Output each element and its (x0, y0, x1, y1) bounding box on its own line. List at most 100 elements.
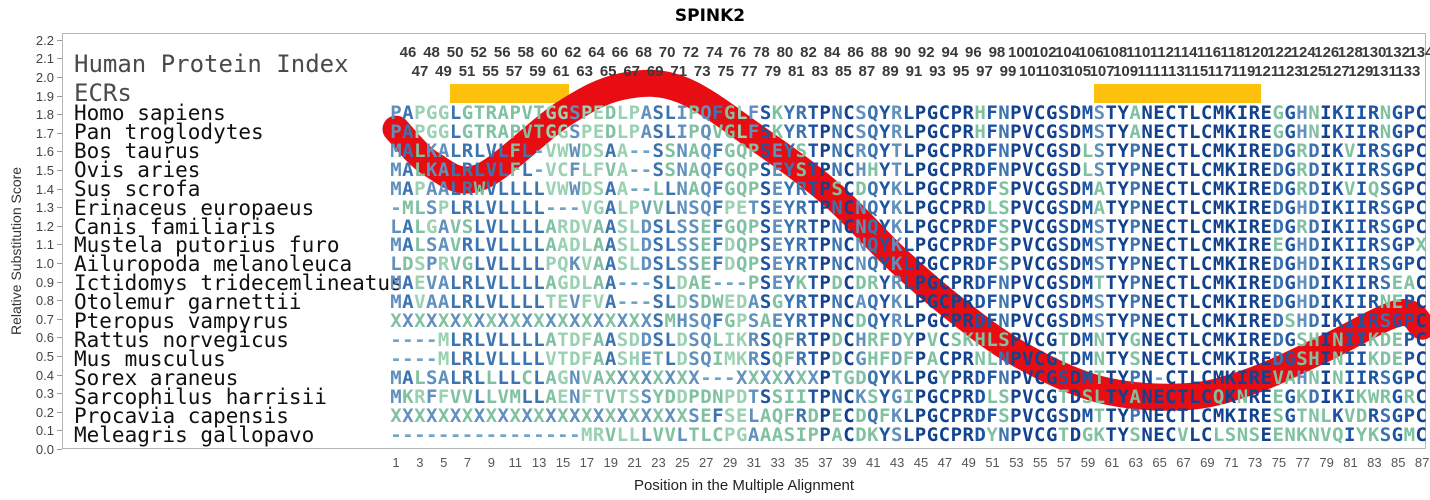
human-protein-index-number: 126 (1314, 44, 1340, 61)
x-axis-tick-label: 25 (675, 455, 690, 470)
residue: L (902, 139, 915, 162)
residue: D (1308, 139, 1320, 162)
residue: E (735, 405, 748, 427)
residue: A (437, 139, 450, 162)
residue: F (569, 158, 581, 181)
residue: S (759, 139, 772, 162)
residue: T (1177, 196, 1189, 219)
residue: L (664, 120, 676, 143)
residue: E (1272, 423, 1284, 446)
residue: K (1224, 158, 1237, 181)
residue: S (998, 405, 1010, 427)
y-axis-tick-mark (57, 207, 62, 209)
residue: P (1403, 196, 1416, 219)
residue: S (1093, 120, 1106, 143)
residue: M (1081, 177, 1094, 200)
residue: N (1141, 139, 1153, 162)
human-protein-index-number: 119 (1231, 63, 1256, 80)
residue: F (712, 177, 724, 200)
residue: X (497, 405, 509, 427)
residue: D (580, 177, 593, 200)
human-protein-index-number: 100 (1007, 44, 1034, 61)
x-axis-tick-label: 79 (1319, 455, 1334, 470)
residue: G (437, 120, 450, 143)
residue: P (914, 423, 927, 446)
human-protein-index-number: 86 (847, 44, 864, 61)
residue: C (1034, 423, 1046, 446)
residue: R (795, 405, 808, 427)
residue: - (521, 423, 533, 446)
residue: I (1320, 177, 1332, 200)
residue: G (461, 120, 474, 143)
residue: Y (879, 423, 891, 446)
residue: G (1272, 120, 1284, 143)
residue: I (676, 120, 688, 143)
ecr-bar (449, 84, 569, 103)
residue: T (1105, 405, 1117, 427)
x-axis-tick-label: 51 (985, 455, 1000, 470)
x-axis-tick-label: 71 (1223, 455, 1239, 470)
residue: W (557, 139, 569, 162)
residue: I (1355, 120, 1368, 143)
x-axis-tick-label: 37 (818, 455, 833, 470)
residue: E (592, 101, 605, 124)
x-axis-tick-label: 17 (579, 455, 595, 470)
residue: C (1165, 139, 1177, 162)
residue: N (831, 101, 843, 124)
residue: H (1296, 196, 1308, 219)
residue: C (843, 139, 855, 162)
x-axis-tick-label: 57 (1056, 455, 1072, 470)
human-protein-index-number: 70 (658, 44, 676, 61)
residue: K (1224, 139, 1237, 162)
residue: L (747, 405, 760, 427)
residue: R (1367, 158, 1380, 181)
residue: P (1403, 158, 1416, 181)
human-protein-index-number: 130 (1361, 44, 1387, 61)
residue: Q (700, 139, 712, 162)
residue: Q (771, 405, 784, 427)
residue: L (533, 177, 545, 200)
residue: V (664, 423, 676, 446)
residue: K (1224, 196, 1237, 219)
residue: S (1093, 158, 1106, 181)
residue: R (890, 120, 903, 143)
residue: X (569, 405, 581, 427)
residue: N (998, 158, 1010, 181)
residue: P (950, 139, 963, 162)
species-name: Canis familiaris (74, 214, 277, 239)
residue: C (1165, 158, 1177, 181)
residue: G (1284, 196, 1296, 219)
residue: N (1308, 423, 1320, 446)
y-axis-tick-mark (57, 411, 62, 413)
residue: F (509, 158, 521, 181)
residue: - (390, 423, 402, 446)
residue: C (1165, 101, 1177, 124)
y-axis-tick-mark (57, 244, 62, 246)
residue: H (974, 120, 986, 143)
residue: L (449, 139, 462, 162)
residue: C (1415, 177, 1427, 200)
residue: L (902, 158, 915, 181)
residue: - (402, 423, 414, 446)
residue: S (664, 139, 676, 162)
residue: Y (1355, 423, 1368, 446)
residue: L (473, 139, 486, 162)
residue: D (1308, 177, 1320, 200)
residue: D (1069, 139, 1082, 162)
residue: W (473, 177, 486, 200)
residue: E (1260, 196, 1272, 219)
residue: W (569, 139, 581, 162)
residue: K (1224, 405, 1237, 427)
residue: A (616, 158, 629, 181)
residue: X (437, 405, 450, 427)
residue: N (1141, 196, 1153, 219)
residue: I (1236, 177, 1249, 200)
residue: A (402, 120, 414, 143)
residue: P (724, 423, 736, 446)
residue: V (604, 158, 617, 181)
residue: C (1200, 139, 1213, 162)
residue: P (819, 158, 831, 181)
residue: Y (783, 177, 796, 200)
residue: P (1129, 177, 1141, 200)
